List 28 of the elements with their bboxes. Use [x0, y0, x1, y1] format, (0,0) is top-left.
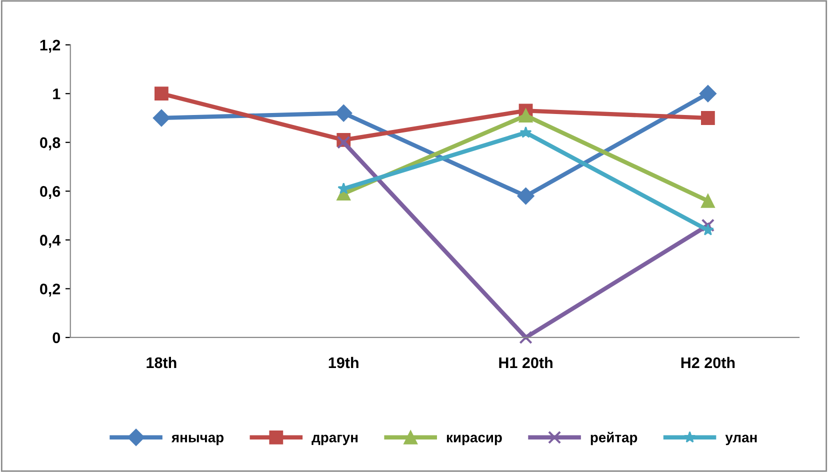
point — [700, 194, 715, 208]
point — [337, 136, 350, 149]
y-tick-label: 0,8 — [40, 137, 60, 150]
x-tick-label: H1 20th — [499, 356, 552, 368]
legend-label: рейтар — [590, 432, 638, 446]
legend-label: драгун — [312, 434, 358, 446]
y-tick-label: 0,4 — [40, 234, 61, 248]
y-tick-label: 0,6 — [40, 186, 60, 200]
y-tick-label: 1 — [53, 88, 60, 100]
x-tick-label: 18th — [146, 356, 176, 368]
legend-label: кирасир — [446, 434, 502, 446]
point — [700, 111, 715, 125]
point — [699, 85, 716, 102]
y-tick-label: 1,2 — [40, 40, 60, 53]
point — [152, 109, 170, 127]
x-tick-label: H2 20th — [681, 356, 735, 368]
point — [701, 218, 715, 232]
point — [154, 86, 168, 101]
y-tick-label: 0 — [52, 332, 60, 344]
point — [517, 187, 534, 205]
point — [520, 126, 532, 138]
legend-label: янычар — [171, 434, 224, 446]
point — [335, 104, 352, 122]
point — [518, 108, 533, 123]
point — [519, 330, 532, 344]
x-tick-label: 19th — [328, 356, 358, 368]
y-tick-label: 0,2 — [40, 284, 60, 297]
legend-label: улан — [725, 434, 757, 446]
